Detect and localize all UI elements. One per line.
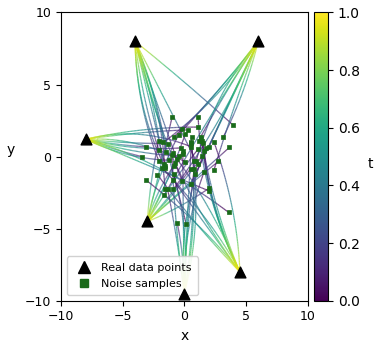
Point [139, 154, 145, 160]
Point [203, 145, 209, 151]
Point [166, 158, 172, 163]
Point [165, 141, 171, 146]
Point [83, 136, 89, 142]
Point [179, 178, 185, 184]
Point [230, 122, 236, 128]
Point [188, 140, 195, 146]
Point [180, 151, 186, 157]
Point [188, 166, 194, 172]
Point [191, 158, 197, 163]
Point [171, 163, 177, 168]
Point [201, 170, 207, 175]
Point [162, 163, 168, 169]
Point [215, 159, 222, 164]
Point [165, 186, 171, 191]
Point [179, 126, 185, 131]
Point [160, 140, 166, 145]
Point [171, 134, 177, 139]
Point [195, 114, 201, 120]
Point [255, 38, 261, 44]
Point [169, 114, 175, 119]
Point [162, 165, 168, 171]
Point [181, 291, 187, 296]
Y-axis label: t: t [368, 156, 374, 170]
Point [206, 188, 212, 194]
Point [156, 147, 162, 153]
Point [162, 161, 168, 167]
Point [174, 220, 180, 226]
Point [211, 168, 217, 173]
Point [156, 158, 162, 164]
Point [180, 148, 186, 154]
Point [226, 145, 233, 150]
Point [183, 221, 189, 227]
Point [188, 139, 194, 145]
Point [144, 219, 150, 224]
Point [206, 185, 212, 191]
Point [171, 172, 177, 177]
Point [193, 158, 199, 163]
Point [182, 131, 188, 136]
Point [176, 153, 182, 159]
X-axis label: x: x [180, 329, 188, 343]
Point [185, 127, 191, 133]
Point [163, 149, 169, 154]
Point [195, 124, 201, 130]
Point [159, 166, 165, 171]
Point [169, 153, 175, 158]
Point [188, 181, 194, 187]
Point [198, 134, 204, 140]
Point [170, 187, 176, 192]
Point [195, 146, 201, 152]
Point [169, 150, 176, 156]
Point [182, 159, 188, 164]
Point [161, 193, 167, 198]
Point [189, 134, 195, 140]
Point [174, 156, 180, 162]
Y-axis label: y: y [7, 142, 15, 156]
Point [162, 186, 168, 192]
Point [201, 148, 207, 154]
Point [200, 140, 206, 146]
Point [199, 138, 205, 144]
Legend: Real data points, Noise samples: Real data points, Noise samples [66, 256, 198, 295]
Point [154, 172, 160, 177]
Point [170, 177, 176, 183]
Point [143, 177, 149, 183]
Point [226, 210, 232, 215]
Point [143, 144, 149, 149]
Point [211, 139, 217, 145]
Point [237, 269, 243, 275]
Point [188, 144, 194, 149]
Point [206, 144, 212, 150]
Point [192, 172, 198, 177]
Point [220, 134, 226, 140]
Point [195, 161, 201, 167]
Point [132, 38, 138, 44]
Point [176, 132, 182, 138]
Point [199, 153, 205, 159]
Point [191, 167, 197, 172]
Point [196, 138, 202, 144]
Point [172, 160, 178, 165]
Point [177, 145, 184, 151]
Point [155, 139, 162, 144]
